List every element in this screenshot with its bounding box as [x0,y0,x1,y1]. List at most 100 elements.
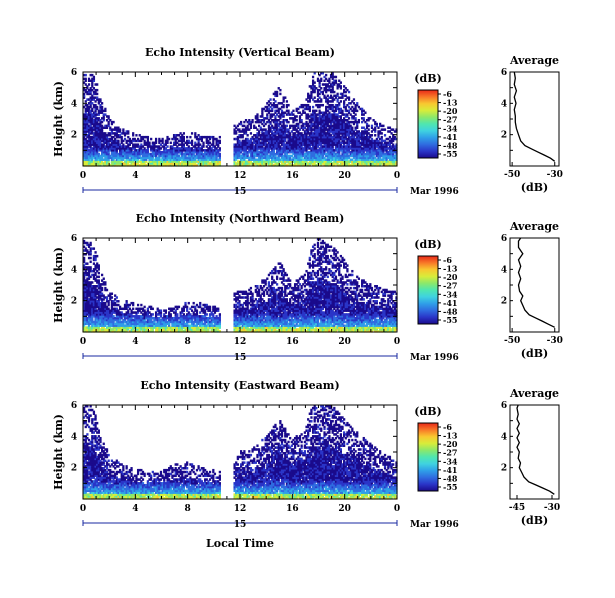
x-tick-label: 20 [338,171,351,181]
heatmap-cell [340,100,342,102]
heatmap-cell [322,104,324,106]
heatmap-cell [94,251,96,253]
colorbar-tick-label: -55 [443,149,457,159]
heatmap-cell [283,104,285,106]
heatmap-cell [219,147,221,149]
heatmap-cell [160,309,162,311]
heatmap-cell [219,140,221,142]
heatmap-cell [369,117,371,119]
heatmap-cell [176,313,178,315]
heatmap-cell [90,242,92,244]
panel-1: Echo Intensity (Vertical Beam)0 4 8 12 16 20 0… [52,46,563,197]
heatmap-cell [363,117,365,119]
heatmap-cell [186,136,188,138]
heatmap-cell [284,96,286,98]
profile-x-label: (dB) [521,181,548,194]
heatmap-cell [101,102,103,104]
profile-y-tick-label: 2 [501,131,507,141]
heatmap-cell [384,128,386,130]
heatmap-cell [93,76,95,78]
heatmap-cell [286,100,288,102]
heatmap-cell [202,142,204,144]
heatmap-cell [287,104,289,106]
heatmap-cell [101,106,103,108]
heatmap-cell [116,296,118,298]
heatmap-cell [170,142,172,144]
heatmap-cell [86,262,88,264]
y-tick-label: 6 [71,68,77,78]
heatmap-cell [348,91,350,93]
heatmap-cell [256,113,258,115]
heatmap-cell [90,261,92,263]
heatmap-cell [314,96,316,98]
panel-2: Echo Intensity (Northward Beam)0 4 8 12 16 20… [52,212,563,363]
heatmap-cell [104,281,106,283]
heatmap-cell [85,74,87,76]
heatmap-cell [98,272,100,274]
heatmap-cell [90,266,92,268]
heatmap-cell [219,153,221,155]
heatmap-cell [150,138,152,140]
heatmap-cell [132,308,134,310]
heatmap-cell [340,81,342,83]
heatmap-cell [152,313,154,315]
heatmap-cell [335,76,337,78]
heatmap-cell [152,308,154,310]
heatmap-cell [85,78,87,80]
heatmap-cell [93,247,95,249]
heatmap-cell [296,119,298,121]
heatmap-cell [351,127,353,129]
heatmap-cell [341,110,343,112]
heatmap-cell [117,140,119,142]
heatmap-cell [371,125,373,127]
heatmap-cell [191,140,193,142]
heatmap-cell [162,138,164,140]
heatmap-cell [276,91,278,93]
heatmap-cell [189,136,191,138]
heatmap-cell [320,98,322,100]
heatmap-cell [368,125,370,127]
heatmap-cell [194,132,196,134]
profile-y-tick-label: 4 [501,99,507,109]
heatmap-cell [312,106,314,108]
colorbar [418,90,438,158]
profile-title: Average [509,54,559,67]
heatmap-cell [168,138,170,140]
profile-line [514,72,554,161]
heatmap-cell [137,304,139,306]
colorbar-unit-label: (dB) [414,72,441,85]
heatmap-cell [348,117,350,119]
heatmap-cell [301,119,303,121]
heatmap-cell [96,106,98,108]
heatmap-cell [135,134,137,136]
heatmap-cell [219,136,221,138]
heatmap-cell [354,117,356,119]
x-tick-label: 12 [234,171,247,181]
heatmap-cell [356,102,358,104]
heatmap-cell [335,80,337,82]
heatmap-cell [127,130,129,132]
x-tick-label: 0 [80,171,86,181]
profile-x-tick-label: -50 [504,170,520,180]
heatmap-cell [165,309,167,311]
heatmap-cell [98,279,100,281]
heatmap-cell [121,136,123,138]
heatmap-cell [126,300,128,302]
heatmap-cell [320,87,322,89]
heatmap-cell [170,313,172,315]
heatmap-cell [90,257,92,259]
heatmap-cell [91,281,93,283]
heatmap-cell [325,74,327,76]
heatmap-cell [381,132,383,134]
heatmap-cell [348,96,350,98]
heatmap-cell [106,289,108,291]
heatmap-cell [148,142,150,144]
heatmap-cell [132,132,134,134]
heatmap-cell [340,85,342,87]
y-tick-label: 2 [71,131,77,141]
heatmap-cell [354,113,356,115]
profile-frame [510,72,559,166]
heatmap-cell [99,98,101,100]
heatmap-cell [287,121,289,123]
heatmap-cell [250,132,252,134]
